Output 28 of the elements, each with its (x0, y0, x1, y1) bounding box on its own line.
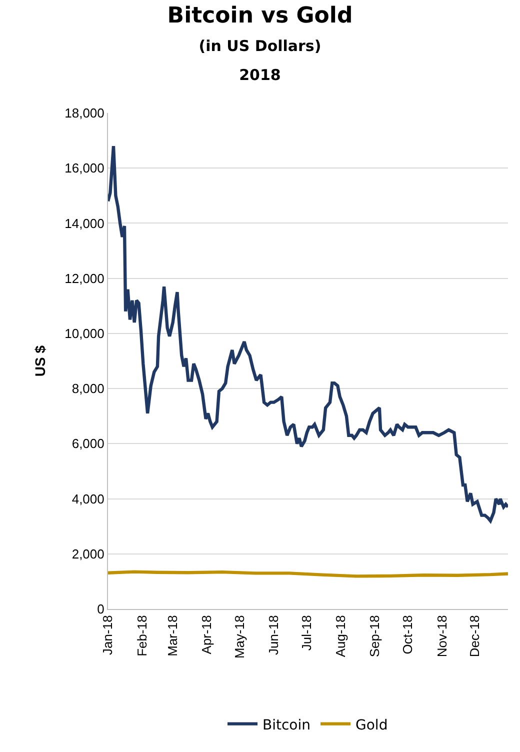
y-tick-label: 4,000 (72, 491, 104, 506)
x-tick-label: Oct-18 (400, 615, 416, 654)
x-tick-label: Dec-18 (467, 615, 482, 658)
x-tick-label: Nov-18 (434, 615, 450, 658)
x-tick-label: Mar-18 (165, 615, 180, 656)
chart-title: Bitcoin vs Gold (167, 4, 353, 29)
y-tick-label: 18,000 (64, 106, 104, 121)
x-tick-label: Feb-18 (134, 615, 150, 656)
x-tick-label: Apr-18 (199, 615, 214, 654)
x-tick-label: Jul-18 (299, 615, 314, 651)
x-tick-label: May-18 (232, 615, 248, 659)
y-tick-label: 10,000 (64, 326, 104, 341)
y-tick-label: 6,000 (72, 436, 104, 452)
legend-label: Gold (356, 717, 388, 734)
x-tick-label: Sep-18 (367, 615, 382, 658)
y-tick-label: 2,000 (72, 546, 104, 562)
y-tick-label: 16,000 (64, 160, 104, 176)
x-tick-label: Jan-18 (100, 615, 116, 655)
chart-subtitle: (in US Dollars) 2018 (198, 37, 322, 84)
y-tick-label: 0 (97, 602, 104, 617)
line-series (108, 144, 508, 522)
y-tick-label: 12,000 (64, 270, 104, 286)
y-tick-label: 8,000 (72, 381, 104, 396)
x-tick-label: Jun-18 (266, 615, 282, 655)
legend-label: Bitcoin (262, 717, 311, 734)
x-tick-label: Aug-18 (333, 615, 348, 658)
y-axis-title: US $ (32, 345, 48, 377)
y-tick-label: 14,000 (64, 216, 104, 231)
